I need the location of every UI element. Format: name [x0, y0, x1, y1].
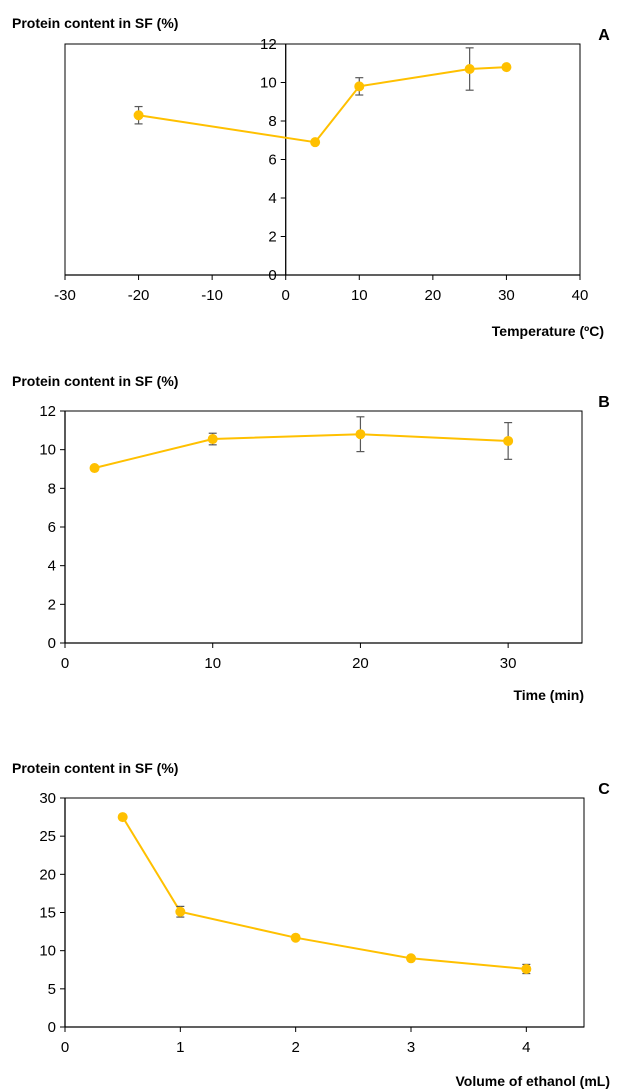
y-axis-label: Protein content in SF (%)	[12, 15, 178, 31]
y-tick-label: 0	[48, 1019, 56, 1036]
x-tick-label: 2	[291, 1039, 299, 1056]
data-point	[406, 953, 416, 964]
plot-frame	[64, 797, 585, 1028]
x-tick-label: -30	[54, 287, 76, 304]
y-tick-label: 30	[39, 790, 56, 807]
x-tick-label: 1	[176, 1039, 184, 1056]
y-tick-label: 4	[268, 190, 276, 207]
data-point	[207, 434, 218, 445]
x-tick-label: 30	[498, 287, 515, 304]
y-tick-label: 8	[268, 113, 276, 130]
y-axis-label: Protein content in SF (%)	[12, 373, 178, 389]
x-tick-label: 0	[282, 287, 290, 304]
data-point	[117, 812, 128, 823]
plot-frame	[64, 43, 581, 276]
data-point	[290, 932, 301, 943]
data-point	[133, 110, 144, 121]
y-tick-label: 6	[268, 152, 276, 169]
x-tick-label: 30	[500, 655, 517, 672]
data-point	[464, 64, 475, 75]
x-axis-label: Volume of ethanol (mL)	[455, 1073, 610, 1089]
data-point	[354, 81, 365, 92]
y-tick-label: 6	[48, 519, 56, 536]
data-point	[89, 463, 100, 474]
y-tick-label: 10	[39, 943, 56, 960]
y-tick-label: 8	[48, 480, 56, 497]
x-tick-label: 20	[352, 655, 369, 672]
x-axis-label: Temperature (ºC)	[492, 323, 604, 339]
y-tick-label: 2	[48, 596, 56, 613]
chart-c: 0 1 2 3 4 0 5 10 15 20 25 30 Protein content in SF (…	[12, 760, 610, 1089]
y-tick-label: 25	[39, 828, 56, 845]
x-tick-label: 4	[522, 1039, 530, 1056]
y-tick-label: 15	[39, 905, 56, 922]
x-tick-label: 10	[351, 287, 368, 304]
x-axis-label: Time (min)	[513, 687, 584, 703]
y-tick-label: 10	[260, 75, 277, 92]
data-point	[501, 62, 512, 73]
x-tick-label: 3	[407, 1039, 415, 1056]
y-tick-label: 0	[268, 267, 276, 284]
panel-label: B	[598, 394, 610, 411]
x-tick-label: 40	[572, 287, 589, 304]
series-line	[138, 66, 507, 144]
y-tick-label: 20	[39, 866, 56, 883]
y-tick-label: 12	[260, 36, 277, 53]
chart-b: 0 10 20 30 0 2 4 6 8 10 12 Protein content in SF (%…	[12, 373, 610, 703]
data-point	[503, 435, 514, 446]
y-tick-label: 4	[48, 558, 56, 575]
data-point	[175, 906, 186, 917]
data-point	[521, 963, 532, 974]
y-tick-label: 12	[39, 403, 56, 420]
plot-frame	[64, 410, 583, 644]
y-tick-label: 5	[48, 981, 56, 998]
y-tick-label: 2	[268, 229, 276, 246]
x-tick-label: -10	[201, 287, 223, 304]
data-point	[310, 137, 321, 148]
x-tick-label: 0	[61, 655, 69, 672]
y-tick-label: 0	[48, 635, 56, 652]
x-tick-label: 20	[425, 287, 442, 304]
x-tick-label: 0	[61, 1039, 69, 1056]
panel-label: A	[598, 27, 610, 44]
series-line	[121, 816, 527, 970]
y-tick-label: 10	[39, 442, 56, 459]
data-point	[355, 429, 366, 440]
y-axis-label: Protein content in SF (%)	[12, 760, 178, 776]
panel-label: C	[598, 781, 610, 798]
series-line	[94, 433, 509, 469]
x-tick-label: 10	[204, 655, 221, 672]
chart-a: -30 -20 -10 0 10 20 30 40 0 2 4 6 8 10 12 Protein conte…	[12, 15, 610, 339]
x-tick-label: -20	[128, 287, 150, 304]
